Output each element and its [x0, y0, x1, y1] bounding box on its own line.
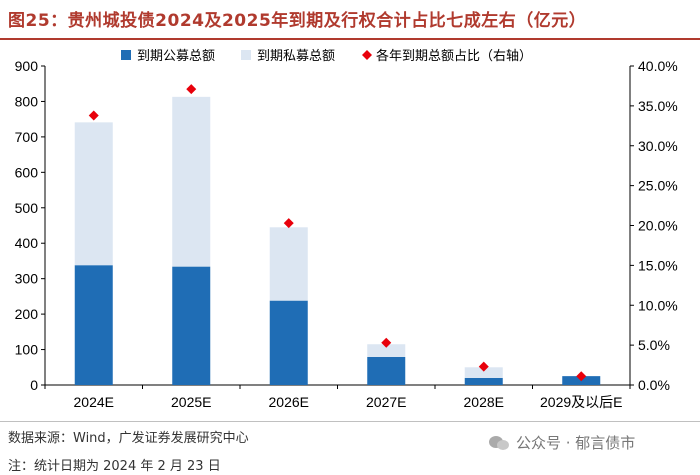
- bar-public: [172, 266, 211, 385]
- y-left-tick-label: 0: [30, 377, 38, 393]
- bar-private: [367, 344, 406, 357]
- x-tick-label: 2029及以后E: [540, 394, 622, 410]
- y-left-tick-label: 500: [15, 200, 39, 216]
- wechat-icon: [488, 435, 510, 451]
- legend-label-ratio: 各年到期总额占比（右轴）: [376, 48, 532, 63]
- ratio-marker: [381, 337, 392, 348]
- legend-label-public: 到期公募总额: [137, 48, 215, 63]
- y-right-tick-label: 35.0%: [638, 98, 678, 114]
- y-left-tick-label: 800: [15, 93, 39, 109]
- divider: [0, 421, 700, 422]
- y-left-tick-label: 400: [15, 235, 39, 251]
- x-tick-label: 2028E: [464, 394, 504, 410]
- ratio-marker: [283, 218, 294, 229]
- y-left-tick-label: 300: [15, 271, 39, 287]
- watermark: 公众号 · 郁言债市: [488, 432, 635, 453]
- legend-marker-ratio: [362, 50, 372, 60]
- legend-swatch-public: [121, 50, 131, 60]
- ratio-marker: [186, 84, 197, 95]
- bar-public: [269, 300, 308, 385]
- title-bar: 图25：贵州城投债2024及2025年到期及行权合计占比七成左右（亿元）: [0, 0, 700, 40]
- ratio-marker: [88, 110, 99, 121]
- y-right-tick-label: 25.0%: [638, 178, 678, 194]
- watermark-text: 公众号 · 郁言债市: [516, 434, 636, 452]
- y-left-tick-label: 100: [15, 342, 39, 358]
- y-right-tick-label: 10.0%: [638, 297, 678, 313]
- bar-private: [269, 227, 308, 301]
- x-tick-label: 2026E: [269, 394, 309, 410]
- y-left-tick-label: 200: [15, 306, 39, 322]
- y-right-tick-label: 5.0%: [638, 337, 670, 353]
- chart-title: 图25：贵州城投债2024及2025年到期及行权合计占比七成左右（亿元）: [8, 11, 587, 31]
- bar-private: [464, 367, 503, 378]
- ratio-marker: [478, 361, 489, 372]
- y-left-tick-label: 600: [15, 164, 39, 180]
- data-source: 数据来源：Wind，广发证券发展研究中心: [8, 431, 249, 446]
- y-right-tick-label: 40.0%: [638, 58, 678, 74]
- x-tick-label: 2027E: [366, 394, 406, 410]
- y-right-tick-label: 0.0%: [638, 377, 670, 393]
- stacked-bar-chart: 0 100 200 300 400 500 600 700 800 900 0.0% 5.0% 10.0…: [15, 48, 678, 410]
- y-left-tick-label: 900: [15, 58, 39, 74]
- y-right-tick-label: 30.0%: [638, 138, 678, 154]
- ratio-marker: [576, 371, 587, 382]
- bar-private: [74, 122, 113, 266]
- footnote: 注：统计日期为 2024 年 2 月 23 日: [8, 459, 221, 474]
- y-right-tick-label: 20.0%: [638, 218, 678, 234]
- bar-public: [74, 265, 113, 385]
- y-left-tick-label: 700: [15, 129, 39, 145]
- legend-label-private: 到期私募总额: [257, 48, 335, 63]
- bar-public: [367, 356, 406, 385]
- legend-swatch-private: [241, 50, 251, 60]
- bar-public: [464, 377, 503, 385]
- y-right-tick-label: 15.0%: [638, 257, 678, 273]
- bar-private: [172, 96, 211, 267]
- x-tick-label: 2024E: [74, 394, 114, 410]
- x-tick-label: 2025E: [171, 394, 211, 410]
